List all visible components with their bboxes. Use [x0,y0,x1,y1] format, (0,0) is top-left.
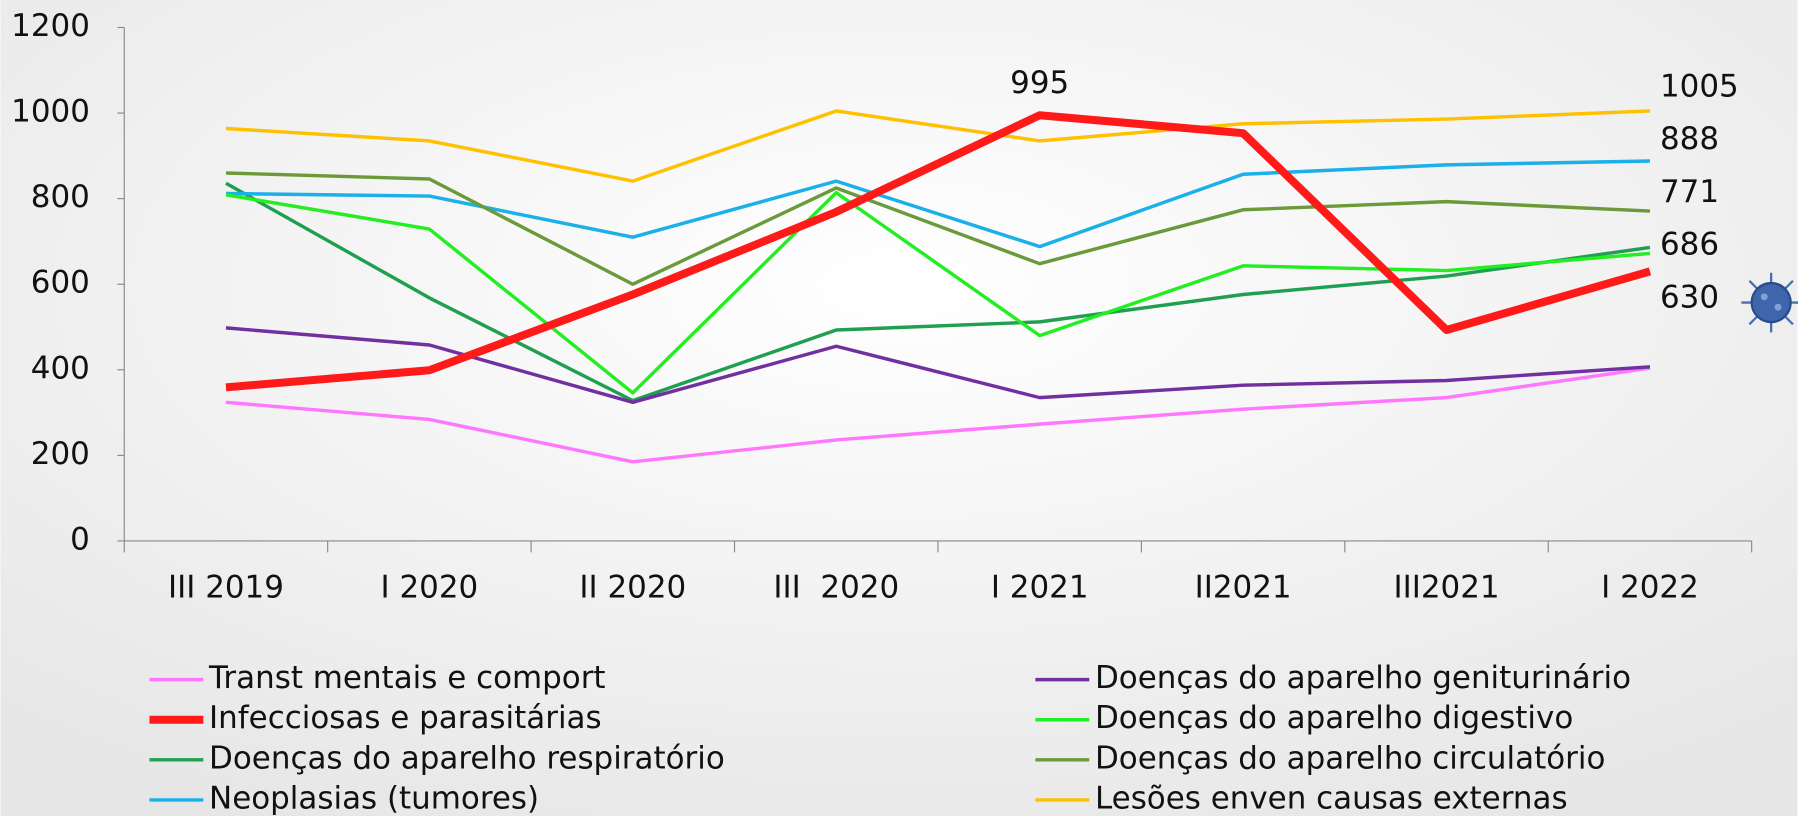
legend-label: Doenças do aparelho digestivo [1095,700,1573,736]
legend-label: Doenças do aparelho circulatório [1095,740,1605,776]
legend-label: Neoplasias (tumores) [209,780,539,816]
x-tick-label: I 2021 [991,570,1089,606]
y-tick-label: 400 [31,350,90,386]
data-label: 1005 [1660,69,1739,105]
data-label: 888 [1660,121,1719,157]
y-tick-label: 1200 [11,8,90,44]
y-tick-label: 600 [31,265,90,301]
legend-label: Infecciosas e parasitárias [209,700,602,736]
data-label: 630 [1660,279,1719,315]
x-tick-label: III 2020 [773,570,899,606]
legend-label: Lesões enven causas externas [1095,780,1568,816]
data-label: 771 [1660,174,1719,210]
data-label: 686 [1660,227,1719,263]
y-tick-label: 0 [70,521,90,557]
x-tick-label: II2021 [1195,570,1292,606]
legend-label: Doenças do aparelho respiratório [209,740,725,776]
legend-label: Transt mentais e comport [208,660,606,696]
legend-label: Doenças do aparelho geniturinário [1095,660,1631,696]
y-tick-label: 800 [31,179,90,215]
x-tick-label: I 2022 [1601,570,1699,606]
x-tick-label: I 2020 [381,570,479,606]
x-tick-label: III 2019 [168,570,284,606]
y-tick-label: 1000 [11,94,90,130]
chart: 0 200 400 600 800 1000 1200 III 2019 I 2020 II 20… [0,0,1798,816]
y-tick-label: 200 [31,436,90,472]
data-label: 995 [1010,65,1069,101]
x-tick-label: II 2020 [579,570,686,606]
x-tick-label: III2021 [1393,570,1499,606]
